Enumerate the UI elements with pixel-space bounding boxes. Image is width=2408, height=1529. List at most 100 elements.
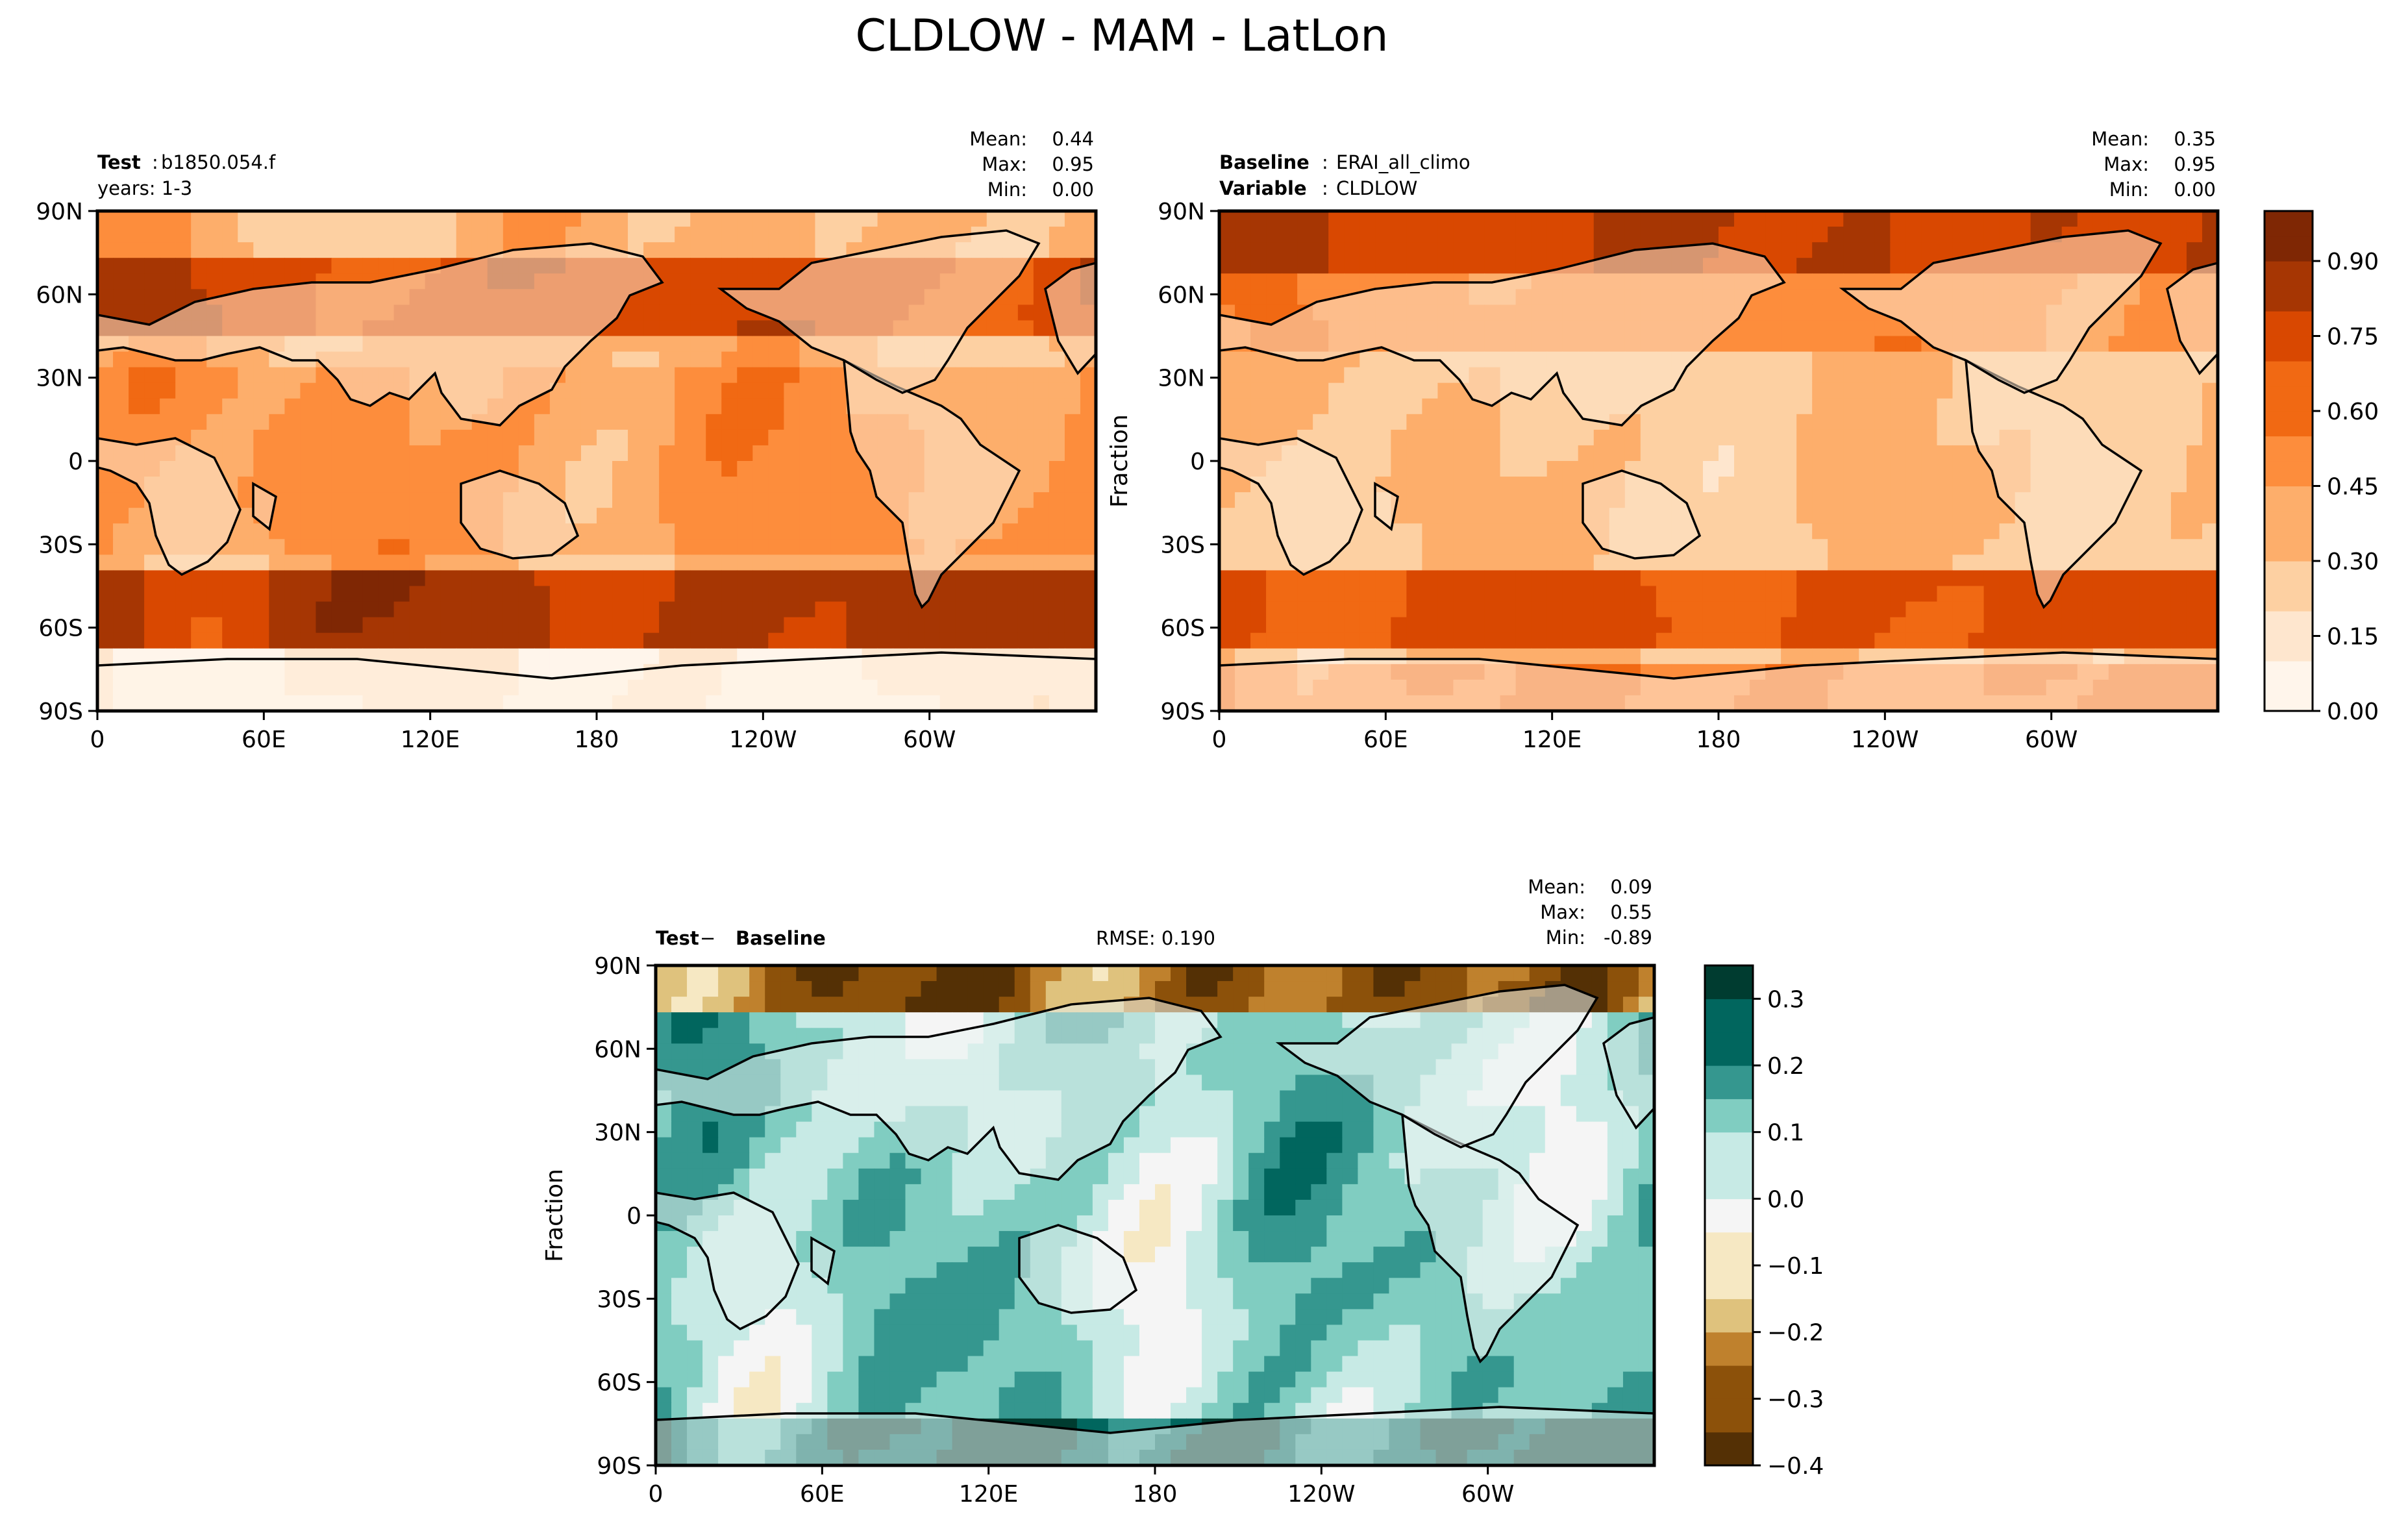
map-cell bbox=[1828, 617, 1844, 634]
colorbar-segment bbox=[2265, 436, 2313, 462]
map-cell bbox=[1484, 461, 1501, 477]
map-cell bbox=[721, 445, 738, 462]
map-cell bbox=[1469, 477, 1485, 493]
map-cell bbox=[1734, 508, 1750, 524]
map-cell bbox=[253, 258, 269, 274]
map-cell bbox=[1233, 1075, 1249, 1091]
map-cell bbox=[113, 258, 129, 274]
map-cell bbox=[1235, 382, 1251, 399]
map-cell bbox=[799, 211, 816, 227]
map-cell bbox=[1607, 997, 1624, 1013]
map-cell bbox=[1812, 492, 1828, 508]
map-cell bbox=[144, 601, 160, 618]
map-cell bbox=[269, 570, 285, 587]
map-cell bbox=[1250, 586, 1267, 603]
map-cell bbox=[1734, 445, 1750, 462]
map-cell bbox=[1671, 211, 1688, 227]
map-cell bbox=[671, 997, 688, 1013]
map-cell bbox=[1687, 554, 1704, 571]
map-cell bbox=[1358, 1121, 1374, 1138]
map-cell bbox=[706, 258, 722, 274]
map-cell bbox=[1562, 586, 1579, 603]
map-cell bbox=[1719, 554, 1735, 571]
map-cell bbox=[628, 539, 644, 555]
map-cell bbox=[2170, 429, 2187, 446]
map-cell bbox=[253, 632, 269, 649]
map-cell bbox=[378, 227, 395, 243]
map-cell bbox=[206, 570, 223, 587]
map-cell bbox=[1500, 414, 1517, 430]
map-cell bbox=[1607, 1106, 1624, 1123]
map-cell bbox=[284, 508, 301, 524]
map-cell bbox=[1531, 477, 1548, 493]
map-cell bbox=[2202, 554, 2218, 571]
colorbar-segment bbox=[2265, 461, 2313, 487]
map-cell bbox=[2155, 539, 2172, 555]
map-cell bbox=[409, 242, 426, 258]
colorbar-tick-label: 0.75 bbox=[2327, 324, 2379, 351]
map-cell bbox=[1186, 1137, 1202, 1154]
map-cell bbox=[612, 554, 628, 571]
map-cell bbox=[2030, 617, 2047, 634]
map-cell bbox=[784, 477, 801, 493]
map-cell bbox=[1002, 414, 1019, 430]
map-cell bbox=[2124, 414, 2141, 430]
map-cell bbox=[1796, 289, 1813, 305]
map-cell bbox=[1469, 570, 1485, 587]
map-cell bbox=[1529, 1090, 1546, 1107]
map-cell bbox=[1859, 445, 1875, 462]
map-cell bbox=[113, 492, 129, 508]
map-cell bbox=[300, 242, 317, 258]
map-cell bbox=[160, 258, 176, 274]
map-cell bbox=[1796, 648, 1813, 665]
map-cell bbox=[1080, 461, 1096, 477]
map-cell bbox=[1905, 211, 1922, 227]
map-cell bbox=[1500, 632, 1517, 649]
map-cell bbox=[1546, 508, 1563, 524]
map-cell bbox=[1531, 211, 1548, 227]
colorbar-segment bbox=[2265, 536, 2313, 562]
map-cell bbox=[612, 570, 628, 587]
map-cell bbox=[1591, 1059, 1608, 1076]
map-cell bbox=[1155, 981, 1171, 997]
map-cell bbox=[284, 539, 301, 555]
map-cell bbox=[1937, 367, 1954, 384]
map-cell bbox=[1344, 414, 1360, 430]
map-cell bbox=[1389, 1137, 1406, 1154]
map-cell bbox=[1235, 586, 1251, 603]
map-cell bbox=[671, 965, 688, 982]
map-cell bbox=[393, 492, 410, 508]
map-cell bbox=[799, 445, 816, 462]
map-cell bbox=[830, 382, 847, 399]
colorbar-frame bbox=[2263, 210, 2314, 712]
map-cell bbox=[1373, 981, 1390, 997]
map-cell bbox=[129, 414, 145, 430]
map-cell bbox=[1734, 554, 1750, 571]
map-cell bbox=[1562, 570, 1579, 587]
map-cell bbox=[706, 554, 722, 571]
coastline bbox=[1219, 437, 1363, 577]
map-cell bbox=[518, 617, 535, 634]
map-cell bbox=[191, 429, 207, 446]
map-cell bbox=[1049, 382, 1065, 399]
map-cell bbox=[1359, 258, 1376, 274]
map-cell bbox=[1033, 351, 1050, 368]
map-cell bbox=[456, 632, 473, 649]
map-cell bbox=[1859, 227, 1875, 243]
map-cell bbox=[175, 258, 192, 274]
map-cell bbox=[300, 414, 317, 430]
coastline bbox=[97, 437, 242, 577]
map-cell bbox=[1515, 554, 1532, 571]
map-cell bbox=[97, 617, 114, 634]
map-cell bbox=[1484, 414, 1501, 430]
map-cell bbox=[718, 1121, 734, 1138]
map-cell bbox=[1562, 414, 1579, 430]
map-cell bbox=[1375, 632, 1391, 649]
map-cell bbox=[749, 981, 765, 997]
map-cell bbox=[1453, 539, 1470, 555]
map-cell bbox=[1828, 258, 1844, 274]
map-cell bbox=[752, 367, 769, 384]
map-cell bbox=[1484, 586, 1501, 603]
map-cell bbox=[752, 445, 769, 462]
map-cell bbox=[1812, 554, 1828, 571]
